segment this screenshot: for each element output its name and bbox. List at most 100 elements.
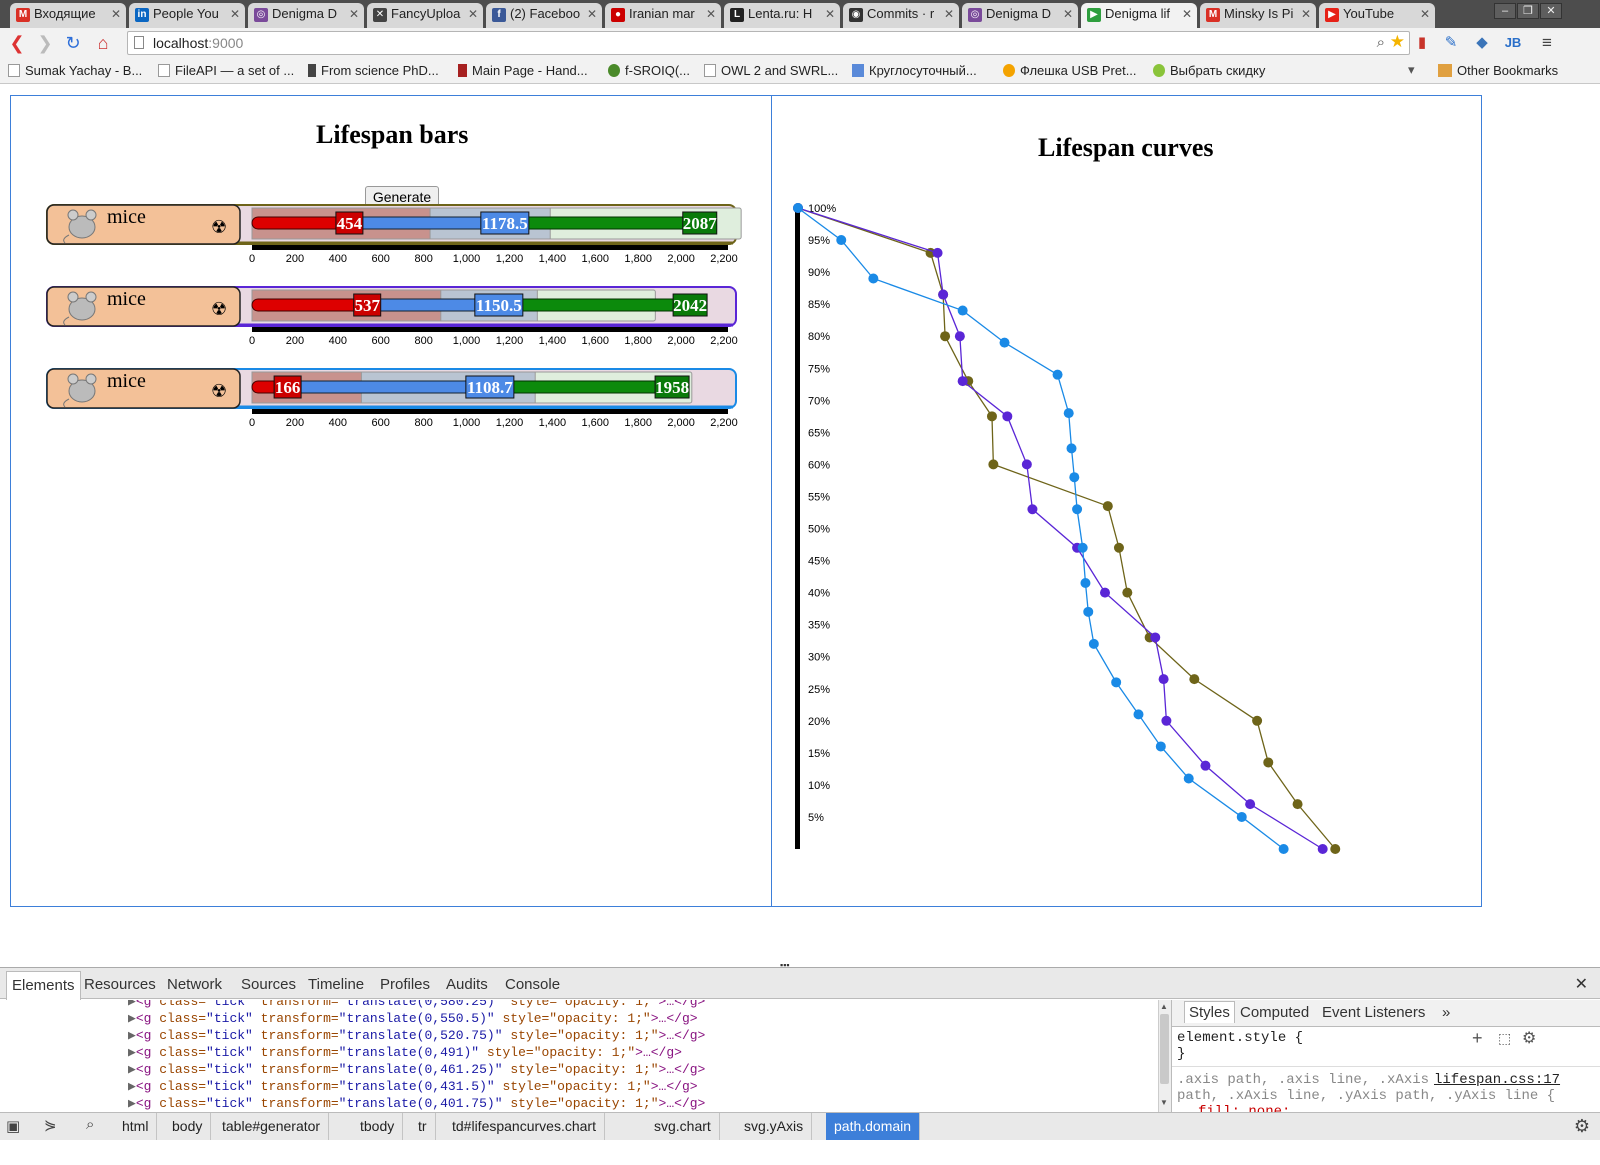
style-settings-gear-icon[interactable]: ⚙ bbox=[1522, 1030, 1537, 1047]
bookmark-item[interactable]: f-SROIQ(... bbox=[608, 63, 690, 78]
lifespan-curve-point[interactable] bbox=[1189, 674, 1200, 685]
scroll-thumb[interactable] bbox=[1160, 1014, 1169, 1084]
dom-tree-node[interactable]: ▶<g class="tick" transform="translate(0,… bbox=[128, 1045, 682, 1060]
inspect-search-icon[interactable]: ⌕ bbox=[86, 1116, 95, 1133]
breadcrumb-item[interactable]: tr bbox=[410, 1113, 436, 1140]
bookmark-item[interactable]: Круглосуточный... bbox=[852, 63, 977, 78]
close-window-button[interactable]: ✕ bbox=[1540, 3, 1562, 19]
element-state-icon[interactable]: ⬚ bbox=[1498, 1030, 1512, 1046]
extension-book-icon[interactable]: ▮ bbox=[1417, 34, 1427, 51]
bookmark-item[interactable]: Флешка USB Pret... bbox=[1003, 63, 1137, 78]
breadcrumb-item[interactable]: svg.yAxis bbox=[736, 1113, 813, 1140]
lifespan-curve-point[interactable] bbox=[1077, 542, 1088, 553]
bookmark-item[interactable]: Main Page - Hand... bbox=[458, 63, 588, 78]
expand-triangle-icon[interactable]: ▶ bbox=[128, 1096, 136, 1111]
lifespan-curve-point[interactable] bbox=[1122, 587, 1133, 598]
lifespan-curve-point[interactable] bbox=[1158, 674, 1169, 685]
bookmark-item[interactable]: Выбрать скидку bbox=[1153, 63, 1265, 78]
style-rule-selector[interactable]: .axis path, .axis line, .xAxis bbox=[1177, 1072, 1430, 1088]
devtools-settings-gear-icon[interactable]: ⚙ bbox=[1573, 1116, 1590, 1136]
lifespan-curve-point[interactable] bbox=[938, 289, 949, 300]
tab-close-icon[interactable]: ✕ bbox=[943, 7, 954, 21]
bookmark-item[interactable]: FileAPI — a set of ... bbox=[158, 63, 294, 78]
dom-tree-node[interactable]: ▶<g class="tick" transform="translate(0,… bbox=[128, 1096, 705, 1111]
devtools-tab[interactable]: Network bbox=[167, 976, 223, 993]
tab-close-icon[interactable]: ✕ bbox=[467, 7, 478, 21]
dom-tree-node[interactable]: ▶<g class="tick" transform="translate(0,… bbox=[128, 1000, 705, 1009]
tab-close-icon[interactable]: ✕ bbox=[1181, 7, 1192, 21]
devtools-tab[interactable]: Timeline bbox=[308, 976, 365, 993]
expand-triangle-icon[interactable]: ▶ bbox=[128, 1062, 136, 1077]
extension-python-icon[interactable]: ◆ bbox=[1476, 34, 1488, 51]
browser-tab[interactable]: ▶ Denigma lif ✕ bbox=[1081, 3, 1197, 28]
bookmark-item[interactable]: Sumak Yachay - B... bbox=[8, 63, 142, 78]
tab-close-icon[interactable]: ✕ bbox=[1300, 7, 1311, 21]
browser-tab[interactable]: ▶ YouTube ✕ bbox=[1319, 3, 1435, 28]
devtools-tab[interactable]: Console bbox=[505, 976, 561, 993]
devtools-tab[interactable]: Profiles bbox=[380, 976, 431, 993]
minimize-button[interactable]: – bbox=[1494, 3, 1516, 19]
devtools-tab[interactable]: Audits bbox=[446, 976, 488, 993]
lifespan-curve-point[interactable] bbox=[1102, 501, 1113, 512]
lifespan-curve-point[interactable] bbox=[1052, 369, 1063, 380]
expand-triangle-icon[interactable]: ▶ bbox=[128, 1079, 136, 1094]
style-rule-source-link[interactable]: lifespan.css:17 bbox=[1434, 1072, 1561, 1088]
browser-tab[interactable]: in People You ✕ bbox=[129, 3, 245, 28]
tab-close-icon[interactable]: ✕ bbox=[586, 7, 597, 21]
lifespan-curve-point[interactable] bbox=[1088, 638, 1099, 649]
devtools-close-icon[interactable]: ✕ bbox=[1574, 976, 1588, 993]
extension-jetbrains-icon[interactable]: JB bbox=[1504, 35, 1522, 50]
browser-tab[interactable]: ◎ Denigma D ✕ bbox=[248, 3, 364, 28]
back-icon[interactable]: ❮ bbox=[9, 33, 25, 53]
console-drawer-icon[interactable]: ⋟ bbox=[44, 1117, 57, 1134]
lifespan-curve-point[interactable] bbox=[793, 203, 803, 213]
breadcrumb-item[interactable]: table#generator bbox=[214, 1113, 330, 1140]
bookmark-star-icon[interactable]: ★ bbox=[1389, 32, 1405, 51]
tab-close-icon[interactable]: ✕ bbox=[1419, 7, 1430, 21]
bookmark-item[interactable]: OWL 2 and SWRL... bbox=[704, 63, 838, 78]
expand-triangle-icon[interactable]: ▶ bbox=[128, 1000, 136, 1009]
lifespan-curve-point[interactable] bbox=[1155, 741, 1166, 752]
lifespan-curve-point[interactable] bbox=[1263, 757, 1274, 768]
devtools-tab[interactable]: Resources bbox=[84, 976, 156, 993]
lifespan-curve-point[interactable] bbox=[1080, 577, 1091, 588]
tab-close-icon[interactable]: ✕ bbox=[705, 7, 716, 21]
dom-tree-node[interactable]: ▶<g class="tick" transform="translate(0,… bbox=[128, 1011, 698, 1026]
dom-tree-node[interactable]: ▶<g class="tick" transform="translate(0,… bbox=[128, 1028, 705, 1043]
lifespan-curve-point[interactable] bbox=[957, 376, 968, 387]
browser-tab[interactable]: ● Iranian mar ✕ bbox=[605, 3, 721, 28]
extension-pen-icon[interactable]: ✎ bbox=[1444, 34, 1458, 51]
lifespan-curve-point[interactable] bbox=[988, 459, 999, 470]
styles-subtab[interactable]: Computed bbox=[1240, 1004, 1310, 1021]
lifespan-curve-point[interactable] bbox=[1252, 715, 1263, 726]
devtools-tab[interactable]: Sources bbox=[241, 976, 297, 993]
browser-tab[interactable]: ✕ FancyUploa ✕ bbox=[367, 3, 483, 28]
expand-triangle-icon[interactable]: ▶ bbox=[128, 1028, 136, 1043]
restore-button[interactable]: ❐ bbox=[1517, 3, 1539, 19]
tab-close-icon[interactable]: ✕ bbox=[824, 7, 835, 21]
scroll-up-icon[interactable]: ▲ bbox=[1160, 1002, 1168, 1011]
browser-tab[interactable]: f (2) Faceboo ✕ bbox=[486, 3, 602, 28]
add-rule-icon[interactable]: + bbox=[1472, 1028, 1483, 1048]
lifespan-curve-point[interactable] bbox=[836, 235, 847, 246]
devtools-tab[interactable]: Elements bbox=[6, 971, 81, 1000]
styles-subtab[interactable]: Event Listeners bbox=[1322, 1004, 1426, 1021]
browser-tab[interactable]: ◎ Denigma D ✕ bbox=[962, 3, 1078, 28]
lifespan-curve-point[interactable] bbox=[1200, 760, 1211, 771]
scroll-down-icon[interactable]: ▼ bbox=[1160, 1098, 1168, 1107]
lifespan-curve-point[interactable] bbox=[932, 247, 943, 258]
dock-icon[interactable]: ▣ bbox=[6, 1118, 21, 1135]
home-icon[interactable]: ⌂ bbox=[97, 33, 109, 53]
lifespan-curve-point[interactable] bbox=[1236, 811, 1247, 822]
lifespan-curve-point[interactable] bbox=[1292, 799, 1303, 810]
bookmarks-overflow-icon[interactable]: ▾ bbox=[1408, 62, 1415, 77]
lifespan-curve-point[interactable] bbox=[1183, 773, 1194, 784]
lifespan-curve-point[interactable] bbox=[1161, 715, 1172, 726]
address-bar[interactable]: localhost:9000 ⌕ ★ bbox=[127, 31, 1410, 55]
breadcrumb-item[interactable]: body bbox=[164, 1113, 212, 1140]
menu-icon[interactable]: ≡ bbox=[1542, 33, 1552, 52]
devtools-resize-handle[interactable]: ▪▪▪ bbox=[780, 960, 790, 970]
other-bookmarks[interactable]: Other Bookmarks bbox=[1438, 63, 1558, 78]
breadcrumb-item[interactable]: td#lifespancurves.chart bbox=[444, 1113, 605, 1140]
lifespan-curve-point[interactable] bbox=[1063, 408, 1074, 419]
